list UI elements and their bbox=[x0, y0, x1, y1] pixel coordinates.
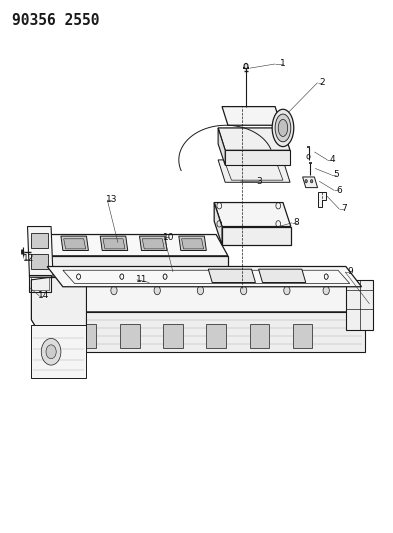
Polygon shape bbox=[142, 239, 164, 249]
Circle shape bbox=[284, 286, 290, 295]
Polygon shape bbox=[222, 107, 281, 125]
Bar bbox=[293, 324, 312, 348]
Polygon shape bbox=[182, 239, 204, 249]
Text: 6: 6 bbox=[336, 186, 342, 195]
Polygon shape bbox=[31, 280, 51, 352]
Polygon shape bbox=[47, 256, 228, 277]
Polygon shape bbox=[218, 160, 290, 182]
Circle shape bbox=[244, 63, 248, 69]
Circle shape bbox=[68, 286, 74, 295]
Text: 3: 3 bbox=[257, 177, 262, 185]
Polygon shape bbox=[225, 150, 290, 165]
Bar bbox=[120, 324, 140, 348]
Text: 10: 10 bbox=[163, 233, 175, 241]
Polygon shape bbox=[35, 235, 228, 256]
Ellipse shape bbox=[278, 119, 288, 136]
Circle shape bbox=[46, 345, 56, 359]
Bar bbox=[346, 280, 373, 330]
Polygon shape bbox=[214, 203, 291, 227]
Polygon shape bbox=[51, 312, 365, 352]
Bar bbox=[29, 275, 51, 292]
Circle shape bbox=[154, 286, 160, 295]
Polygon shape bbox=[218, 128, 290, 150]
Polygon shape bbox=[208, 269, 255, 282]
Bar bbox=[250, 324, 269, 348]
Polygon shape bbox=[103, 239, 125, 249]
Ellipse shape bbox=[272, 109, 294, 147]
Text: 4: 4 bbox=[329, 156, 335, 164]
Polygon shape bbox=[222, 227, 291, 245]
Circle shape bbox=[310, 180, 313, 183]
Polygon shape bbox=[31, 325, 86, 378]
Text: 90356 2550: 90356 2550 bbox=[12, 13, 99, 28]
Bar bbox=[31, 277, 49, 290]
Bar bbox=[163, 324, 183, 348]
Text: 8: 8 bbox=[294, 219, 299, 227]
Polygon shape bbox=[35, 235, 47, 277]
Polygon shape bbox=[31, 280, 365, 312]
Bar bbox=[31, 254, 48, 269]
Polygon shape bbox=[47, 266, 362, 287]
Polygon shape bbox=[64, 239, 86, 249]
Circle shape bbox=[111, 286, 117, 295]
Polygon shape bbox=[61, 236, 88, 251]
Polygon shape bbox=[259, 269, 306, 282]
Bar bbox=[77, 324, 96, 348]
Text: 9: 9 bbox=[347, 268, 353, 276]
Text: 11: 11 bbox=[136, 276, 147, 284]
Text: 2: 2 bbox=[320, 78, 325, 87]
Bar bbox=[206, 324, 226, 348]
Circle shape bbox=[41, 338, 61, 365]
Text: 14: 14 bbox=[39, 292, 50, 300]
Polygon shape bbox=[214, 203, 222, 245]
Polygon shape bbox=[218, 128, 225, 165]
Circle shape bbox=[305, 180, 307, 183]
Polygon shape bbox=[303, 177, 318, 188]
Text: 13: 13 bbox=[106, 196, 118, 204]
Bar bbox=[31, 233, 48, 248]
Polygon shape bbox=[140, 236, 167, 251]
Text: 1: 1 bbox=[280, 60, 286, 68]
Polygon shape bbox=[100, 236, 128, 251]
Ellipse shape bbox=[275, 114, 291, 142]
Circle shape bbox=[241, 286, 247, 295]
Polygon shape bbox=[318, 192, 326, 207]
Text: 12: 12 bbox=[23, 254, 34, 263]
Text: 5: 5 bbox=[333, 171, 339, 179]
Text: 7: 7 bbox=[341, 205, 347, 213]
Polygon shape bbox=[31, 277, 86, 352]
Polygon shape bbox=[28, 227, 53, 277]
Circle shape bbox=[323, 286, 329, 295]
Polygon shape bbox=[179, 236, 206, 251]
Circle shape bbox=[197, 286, 204, 295]
